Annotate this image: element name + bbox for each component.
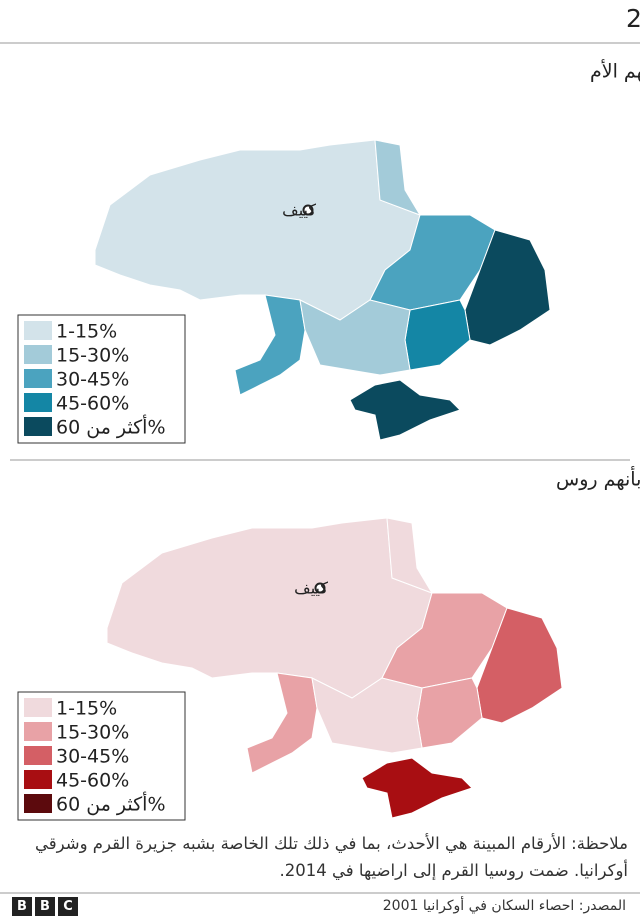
region: [299, 299, 411, 376]
region: [374, 139, 422, 216]
legend-swatch: [24, 321, 52, 340]
legend-swatch: [24, 393, 52, 412]
legend-label: أكثر من 60%: [56, 792, 166, 816]
region: [94, 139, 421, 321]
legend-label: 45-60%: [56, 770, 129, 792]
legend-swatch: [24, 770, 52, 789]
legend-swatch: [24, 794, 52, 813]
region: [476, 607, 563, 724]
legend-swatch: [24, 345, 52, 364]
legend-label: 30-45%: [56, 369, 129, 391]
legend-swatch: [24, 746, 52, 765]
legend-swatch: [24, 417, 52, 436]
map-subtitle: النسبة المئوية للذين يعرّفون أنفسهم بأنه…: [556, 466, 640, 491]
map: كييف: [106, 517, 563, 819]
city-label: كييف: [294, 579, 328, 598]
region: [311, 677, 423, 754]
legend-label: 15-30%: [56, 345, 129, 367]
map: كييف: [94, 139, 551, 441]
city-label: كييف: [282, 201, 316, 220]
city-marker: [302, 204, 314, 216]
region: [386, 517, 434, 594]
legend-label: أكثر من 60%: [56, 415, 166, 439]
region: [404, 299, 471, 371]
legend-swatch: [24, 369, 52, 388]
region: [361, 757, 473, 819]
region: [464, 229, 551, 346]
region: [234, 294, 306, 396]
region: [349, 379, 461, 441]
region: [106, 517, 433, 699]
legend-swatch: [24, 698, 52, 717]
logo-letter: B: [35, 897, 55, 916]
city-marker: [314, 582, 326, 594]
region: [416, 677, 483, 749]
source: المصدر: احصاء السكان في أوكرانيا 2001: [382, 898, 626, 914]
logo-letter: C: [58, 897, 78, 916]
legend-label: 30-45%: [56, 746, 129, 768]
legend-label: 1-15%: [56, 698, 117, 720]
region: [246, 672, 318, 774]
legend-label: 45-60%: [56, 393, 129, 415]
title: السكّان الروس في أوكرانيا في 2001: [626, 1, 640, 34]
map-subtitle: النسبة المئوية للذين يقولون إن الروسية ه…: [590, 60, 640, 84]
bbc-logo: B B C: [12, 897, 78, 916]
logo-letter: B: [12, 897, 32, 916]
legend-label: 15-30%: [56, 722, 129, 744]
note: ملاحظة: الأرقام المبينة هي الأحدث، بما ف…: [35, 834, 628, 880]
legend-label: 1-15%: [56, 321, 117, 343]
legend-swatch: [24, 722, 52, 741]
